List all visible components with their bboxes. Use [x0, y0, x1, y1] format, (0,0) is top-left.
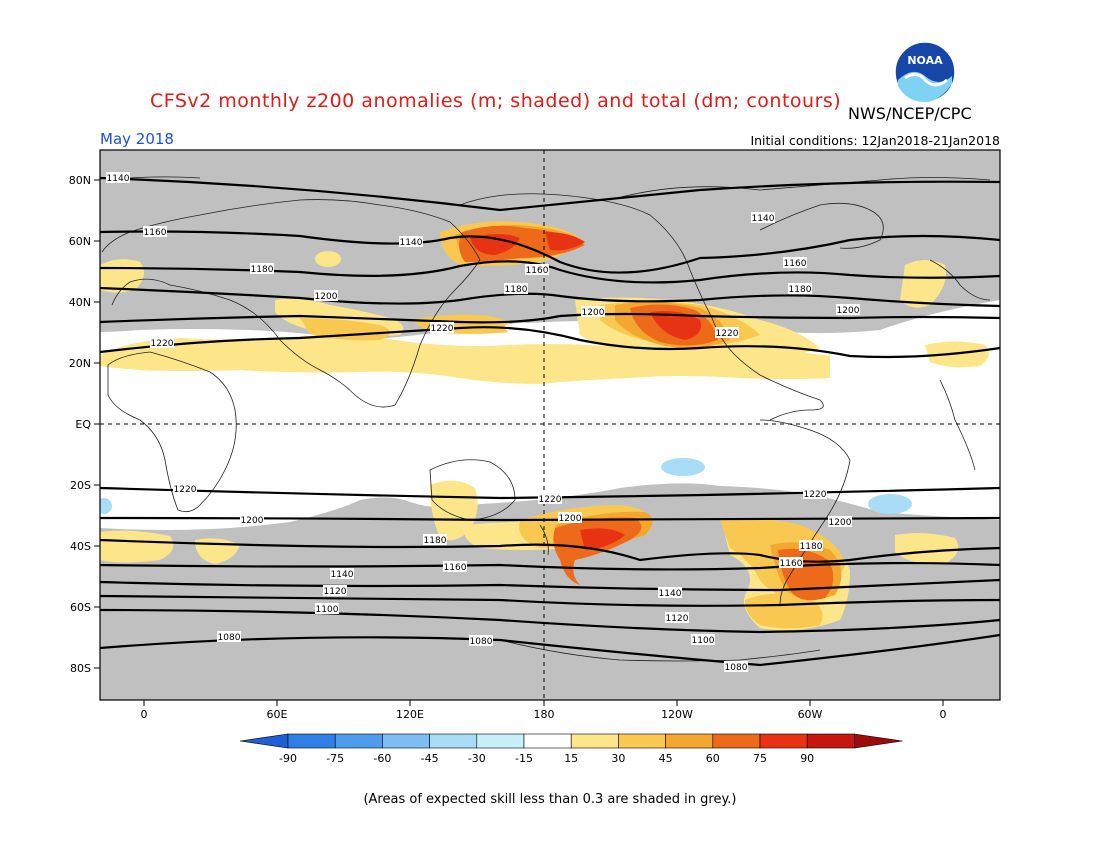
contour-label: 1100 [316, 605, 339, 615]
contour-label: 1180 [251, 265, 274, 275]
map-field [100, 150, 1000, 700]
colorbar-tick-label: 15 [564, 752, 578, 765]
svg-text:1140: 1140 [752, 214, 775, 224]
svg-text:1160: 1160 [526, 266, 549, 276]
svg-text:1220: 1220 [174, 485, 197, 495]
colorbar-cell [429, 733, 478, 749]
contour-label: 1220 [431, 324, 454, 334]
agency-label: NWS/NCEP/CPC [848, 104, 972, 123]
svg-text:1140: 1140 [659, 589, 682, 599]
svg-text:1220: 1220 [804, 490, 827, 500]
svg-text:1180: 1180 [789, 285, 812, 295]
lon-label: 0 [141, 708, 148, 721]
svg-text:1200: 1200 [829, 518, 852, 528]
lat-label: 40N [69, 296, 91, 309]
colorbar-cell [806, 733, 855, 749]
colorbar-cell [287, 733, 336, 749]
contour-label: 1140 [331, 570, 354, 580]
lon-label: 0 [940, 708, 947, 721]
lon-label: 120E [396, 708, 424, 721]
lat-axis: 80N 60N 40N 20N EQ 20S 40S 60S 80S [69, 174, 100, 675]
colorbar-cell [759, 733, 808, 749]
colorbar-cell [523, 733, 572, 749]
lat-label: 60S [70, 601, 91, 614]
svg-text:1120: 1120 [666, 614, 689, 624]
contour-label: 1140 [107, 174, 130, 184]
colorbar-cell [334, 733, 383, 749]
colorbar-tick-label: -75 [326, 752, 344, 765]
lon-axis: 0 60E 120E 180 120W 60W 0 [141, 700, 947, 721]
map-frame [99, 149, 1001, 701]
svg-text:1200: 1200 [559, 514, 582, 524]
contour-label: 1180 [424, 536, 447, 546]
contour-label-group: 1140 1160 1180 1200 1220 1220 1200 1180 … [106, 172, 860, 673]
lon-label: 180 [534, 708, 555, 721]
contour-label: 1080 [218, 633, 241, 643]
colorbar-cell [618, 733, 666, 749]
colorbar-tick-label: 75 [753, 752, 767, 765]
colorbar-cell [476, 733, 525, 749]
lat-label: 80N [69, 174, 91, 187]
colorbar-tick-label: 30 [611, 752, 625, 765]
lat-label: 80S [70, 662, 91, 675]
colorbar-tick-label: -60 [373, 752, 391, 765]
lon-label: 120W [661, 708, 693, 721]
contour-label: 1160 [144, 228, 167, 238]
colorbar-tick-label: 45 [659, 752, 673, 765]
lat-label: 40S [70, 540, 91, 553]
colorbar-tick-label: -15 [515, 752, 533, 765]
svg-text:1220: 1220 [539, 495, 562, 505]
initial-conditions: Initial conditions: 12Jan2018-21Jan2018 [750, 133, 1000, 148]
colorbar-arrow-high [854, 733, 903, 749]
noaa-logo-text: NOAA [907, 54, 943, 67]
colorbar-tick-label: -90 [279, 752, 297, 765]
lat-label: 20S [70, 479, 91, 492]
anomaly-map: 1140 1160 1180 1200 1220 1220 1200 1180 … [69, 149, 1001, 765]
colorbar-tick-label: -30 [468, 752, 486, 765]
svg-text:1200: 1200 [582, 308, 605, 318]
lat-label: 60N [69, 235, 91, 248]
noaa-logo: NOAA [894, 41, 956, 103]
chart-title: CFSv2 monthly z200 anomalies (m; shaded)… [150, 90, 842, 112]
colorbar: -90 -75 -60 -45 -30 -15 15 30 45 60 75 90 [239, 733, 903, 765]
svg-text:1180: 1180 [505, 285, 528, 295]
contour-label: 1200 [315, 292, 338, 302]
svg-text:1180: 1180 [800, 542, 823, 552]
contour-label: 1220 [151, 339, 174, 349]
lat-label: 20N [69, 357, 91, 370]
colorbar-tick-label: -45 [421, 752, 439, 765]
contour-label: 1200 [241, 516, 264, 526]
svg-text:1140: 1140 [400, 238, 423, 248]
svg-text:1160: 1160 [784, 259, 807, 269]
anomaly-neg-15-30 [100, 458, 912, 514]
lat-label: EQ [75, 418, 91, 431]
colorbar-cell [712, 733, 761, 749]
coastlines [101, 176, 991, 662]
anomaly-75-90 [470, 232, 701, 550]
colorbar-arrow-low [239, 733, 289, 749]
lon-label: 60W [798, 708, 823, 721]
svg-text:1160: 1160 [780, 559, 803, 569]
colorbar-cell [382, 733, 430, 749]
colorbar-cell [570, 733, 619, 749]
colorbar-cell [665, 733, 714, 749]
colorbar-tick-label: 90 [800, 752, 814, 765]
svg-text:1220: 1220 [716, 329, 739, 339]
contour-label: 1120 [324, 587, 347, 597]
contour-label: 1160 [444, 563, 467, 573]
svg-text:1080: 1080 [470, 637, 493, 647]
lon-label: 60E [267, 708, 288, 721]
svg-text:1200: 1200 [837, 306, 860, 316]
valid-month: May 2018 [100, 130, 174, 148]
svg-text:1080: 1080 [725, 663, 748, 673]
svg-text:1100: 1100 [692, 636, 715, 646]
footnote: (Areas of expected skill less than 0.3 a… [363, 792, 737, 807]
colorbar-tick-label: 60 [706, 752, 720, 765]
